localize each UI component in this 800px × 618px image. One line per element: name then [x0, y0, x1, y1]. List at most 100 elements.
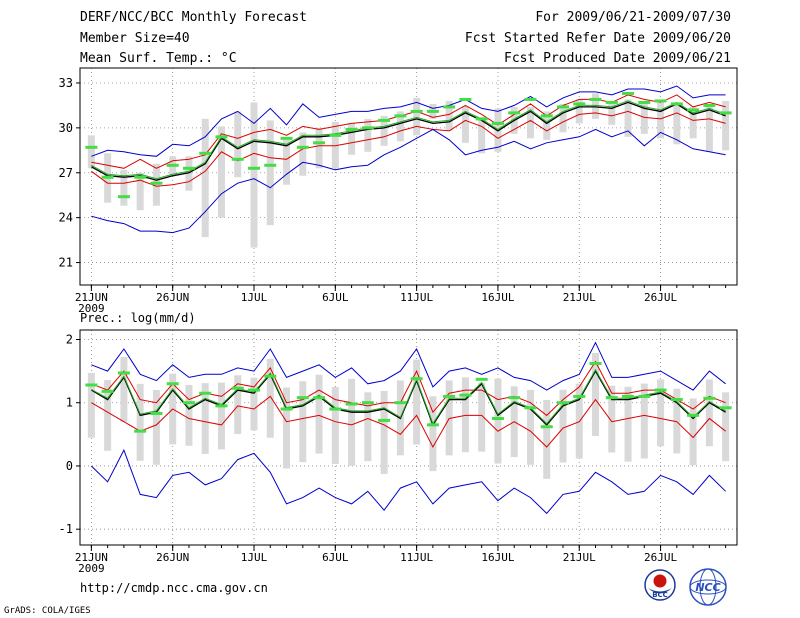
temp-ensemble-box	[396, 111, 404, 142]
temp-ensemble-box	[136, 172, 144, 211]
precip-obs-marker	[443, 394, 456, 398]
precip-obs-marker	[329, 407, 342, 411]
bcc-logo-icon: BCC	[644, 569, 676, 601]
produced-date: Fcst Produced Date 2009/06/21	[504, 51, 731, 66]
precip-ensemble-box	[657, 379, 665, 447]
precip-ensemble-box	[413, 359, 421, 445]
precip-obs-marker	[670, 398, 683, 402]
precip-obs-marker	[296, 396, 309, 400]
temp-ytick-label: 27	[59, 166, 73, 180]
precip-obs-marker	[589, 362, 602, 366]
temp-ensemble-box	[640, 102, 648, 134]
temp-series-lower	[91, 110, 726, 187]
precip-obs-marker	[475, 377, 488, 381]
precip-year-label: 2009	[78, 562, 105, 575]
precip-plot-frame	[79, 329, 738, 546]
source-url[interactable]: http://cmdp.ncc.cma.gov.cn	[80, 581, 268, 595]
precip-obs-marker	[182, 401, 195, 405]
temp-xtick-label: 1JUL	[241, 291, 268, 304]
precip-obs-marker	[378, 418, 391, 422]
temp-ensemble-box	[478, 117, 486, 154]
temp-ensemble-box	[299, 132, 307, 176]
precip-ensemble-box	[87, 372, 95, 438]
precip-ensemble-box	[234, 375, 242, 434]
precip-xtick-label: 11JUL	[400, 551, 433, 564]
precip-ensemble-box	[689, 398, 697, 466]
precip-obs-marker	[134, 429, 147, 433]
temp-ensemble-box	[380, 115, 388, 146]
temp-obs-marker	[703, 103, 716, 107]
temp-obs-marker	[410, 109, 423, 113]
precip-ensemble-box	[429, 396, 437, 472]
precip-series-max	[91, 341, 726, 391]
temp-obs-marker	[540, 114, 553, 118]
temp-obs-marker	[264, 163, 277, 167]
temp-ensemble-box	[543, 111, 551, 140]
temp-obs-marker	[199, 151, 212, 155]
temp-ytick-label: 24	[59, 211, 73, 225]
temp-xtick-label: 21JUN	[75, 291, 108, 304]
precip-xtick-label: 21JUL	[563, 551, 596, 564]
precip-ensemble-box	[299, 381, 307, 463]
temp-plot-frame	[79, 67, 738, 286]
precip-ensemble-box	[592, 353, 600, 436]
temp-obs-marker	[622, 91, 635, 95]
precip-obs-marker	[605, 396, 618, 400]
precip-series-ensemble	[91, 368, 726, 425]
precip-obs-marker	[215, 404, 228, 408]
precip-ensemble-box	[283, 387, 291, 469]
temp-ensemble-box	[689, 106, 697, 139]
temp-xtick-label: 21JUL	[563, 291, 596, 304]
temp-xtick-label: 16JUL	[481, 291, 514, 304]
temp-obs-marker	[248, 166, 261, 170]
precip-ensemble-box	[445, 380, 453, 456]
temp-ensemble-box	[624, 99, 632, 137]
precip-ensemble-box	[673, 388, 681, 454]
precip-ensemble-box	[364, 392, 372, 462]
precip-xtick-label: 26JUN	[156, 551, 189, 564]
precip-obs-marker	[361, 401, 374, 405]
precip-obs-marker	[264, 374, 277, 378]
precip-obs-marker	[622, 394, 635, 398]
temp-obs-marker	[459, 97, 472, 101]
temp-obs-marker	[101, 175, 114, 179]
precip-obs-marker	[524, 406, 537, 410]
temp-ensemble-box	[201, 118, 209, 238]
temp-ensemble-box	[445, 100, 453, 131]
temp-obs-marker	[605, 100, 618, 104]
temp-obs-marker	[313, 141, 326, 145]
temp-obs-marker	[134, 175, 147, 179]
temp-series-ensemble	[91, 100, 726, 180]
temp-series-min	[91, 128, 726, 234]
precip-obs-marker	[410, 377, 423, 381]
temp-obs-marker	[589, 97, 602, 101]
precip-ensemble-box	[559, 389, 567, 463]
temp-ensemble-box	[87, 135, 95, 169]
agency-logos: BCC NCC	[644, 568, 727, 606]
temp-obs-marker	[670, 102, 683, 106]
bcc-logo-text: BCC	[652, 591, 668, 599]
temp-ensemble-box	[705, 105, 713, 152]
temp-ensemble-box	[331, 121, 339, 169]
forecast-period: For 2009/06/21-2009/07/30	[535, 10, 731, 25]
precip-obs-marker	[313, 396, 326, 400]
precip-obs-marker	[426, 423, 439, 427]
temp-obs-marker	[280, 136, 293, 140]
temp-obs-marker	[687, 108, 700, 112]
temp-ensemble-box	[461, 106, 469, 143]
temp-obs-marker	[378, 118, 391, 122]
precip-obs-marker	[199, 391, 212, 395]
temp-ensemble-box	[217, 126, 225, 218]
precip-ytick-label: 0	[66, 459, 73, 473]
temp-obs-marker	[394, 114, 407, 118]
precip-ensemble-box	[478, 382, 486, 452]
precip-obs-marker	[573, 394, 586, 398]
temp-ensemble-box	[266, 120, 274, 226]
precip-ensemble-box	[120, 357, 128, 422]
precip-obs-marker	[687, 413, 700, 417]
precip-obs-marker	[459, 393, 472, 397]
temp-ensemble-box	[315, 127, 323, 169]
temp-obs-marker	[719, 111, 732, 115]
